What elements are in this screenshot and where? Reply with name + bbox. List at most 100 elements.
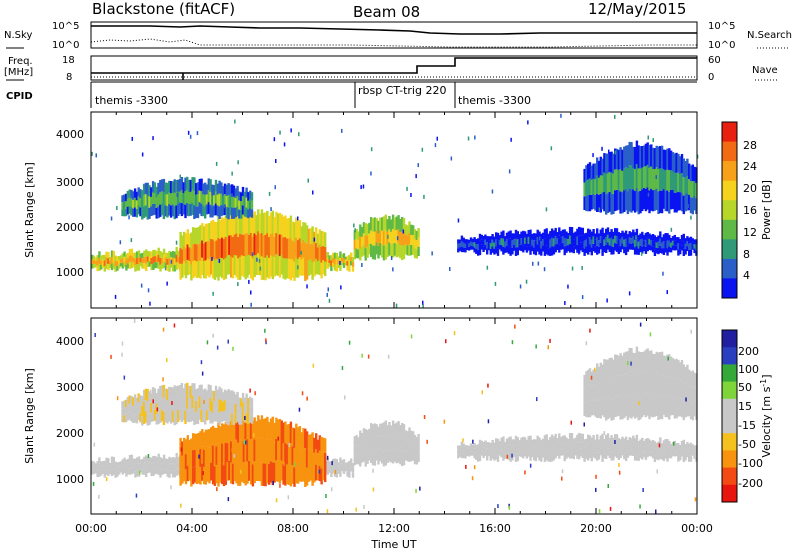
- scatter-point: [277, 436, 279, 441]
- echo-cell: [248, 441, 251, 461]
- echo-cell: [659, 396, 662, 420]
- scatter-point: [253, 433, 255, 438]
- scatter-point: [506, 454, 509, 459]
- echo-cell: [650, 144, 653, 167]
- echo-cell: [339, 470, 342, 477]
- echo-cell: [610, 246, 613, 255]
- echo-cell: [520, 231, 523, 239]
- scatter-point: [423, 194, 425, 199]
- echo-cell: [568, 441, 572, 451]
- echo-cell: [608, 172, 611, 192]
- echo-cell: [612, 173, 615, 194]
- scatter-point: [639, 322, 642, 327]
- scatter-point: [434, 143, 437, 148]
- echo-cell: [241, 392, 245, 403]
- echo-cell: [237, 421, 240, 443]
- echo-cell: [693, 181, 696, 196]
- echo-cell: [415, 240, 418, 250]
- echo-cell: [132, 463, 135, 469]
- echo-cell: [130, 395, 133, 405]
- echo-cell: [141, 263, 144, 269]
- scatter-point: [121, 341, 124, 346]
- echo-cell: [342, 263, 346, 268]
- echo-cell: [516, 437, 519, 446]
- echo-cell: [184, 204, 187, 219]
- echo-cell: [220, 204, 223, 217]
- echo-cell: [324, 467, 327, 483]
- echo-cell: [588, 178, 592, 195]
- echo-cell: [125, 259, 128, 265]
- scatter-point: [481, 390, 483, 395]
- echo-cell: [552, 436, 556, 445]
- echo-cell: [302, 428, 305, 446]
- echo-cell: [393, 217, 397, 231]
- echo-cell: [144, 411, 148, 423]
- echo-cell: [175, 262, 178, 270]
- echo-cell: [238, 191, 241, 201]
- echo-cell: [341, 463, 344, 468]
- echo-cell: [121, 415, 124, 423]
- echo-cell: [232, 402, 236, 414]
- echo-cell: [164, 262, 168, 268]
- scatter-point: [387, 234, 389, 239]
- scatter-point: [666, 290, 668, 295]
- echo-cell: [601, 398, 604, 416]
- scatter-point: [331, 461, 333, 466]
- colorbar-swatch: [722, 278, 737, 299]
- echo-cell: [216, 400, 219, 412]
- echo-cell: [154, 462, 157, 469]
- echo-cell: [360, 442, 364, 453]
- echo-cell: [567, 233, 570, 239]
- echo-cell: [632, 168, 635, 190]
- echo-cell: [538, 437, 541, 446]
- date-label: 12/May/2015: [588, 0, 686, 18]
- echo-cell: [162, 467, 166, 474]
- echo-cell: [587, 401, 590, 418]
- echo-cell: [157, 261, 160, 269]
- echo-cell: [561, 442, 565, 449]
- echo-cell: [101, 461, 105, 466]
- echo-cell: [689, 197, 693, 214]
- echo-cell: [592, 449, 595, 458]
- echo-cell: [278, 462, 282, 484]
- echo-cell: [224, 216, 227, 237]
- echo-cell: [473, 242, 476, 248]
- echo-cell: [164, 388, 167, 400]
- echo-cell: [650, 234, 653, 240]
- echo-cell: [170, 463, 173, 469]
- echo-cell: [277, 461, 280, 482]
- echo-cell: [624, 373, 628, 395]
- echo-cell: [195, 183, 198, 195]
- echo-cell: [579, 433, 583, 442]
- echo-cell: [408, 450, 411, 462]
- echo-cell: [170, 251, 173, 258]
- echo-cell: [532, 439, 536, 447]
- echo-cell: [109, 470, 112, 475]
- scatter-point: [211, 256, 213, 261]
- echo-cell: [457, 248, 460, 253]
- echo-cell: [415, 455, 418, 465]
- echo-cell: [289, 421, 293, 444]
- echo-cell: [305, 431, 309, 450]
- echo-cell: [650, 394, 653, 417]
- echo-cell: [273, 442, 276, 463]
- echo-cell: [660, 168, 664, 191]
- echo-cell: [337, 462, 340, 467]
- echo-cell: [651, 246, 655, 253]
- echo-cell: [617, 452, 620, 460]
- echo-cell: [534, 439, 538, 447]
- echo-cell: [94, 264, 97, 268]
- echo-cell: [695, 450, 698, 457]
- echo-cell: [355, 238, 358, 249]
- echo-cell: [671, 245, 675, 251]
- echo-cell: [215, 446, 218, 465]
- echo-cell: [375, 242, 378, 255]
- scatter-point: [200, 360, 203, 365]
- echo-cell: [171, 257, 175, 265]
- echo-cell: [669, 356, 673, 377]
- echo-cell: [559, 237, 563, 244]
- echo-cell: [320, 452, 323, 469]
- echo-cell: [660, 248, 664, 254]
- echo-cell: [505, 239, 509, 246]
- echo-cell: [550, 237, 554, 247]
